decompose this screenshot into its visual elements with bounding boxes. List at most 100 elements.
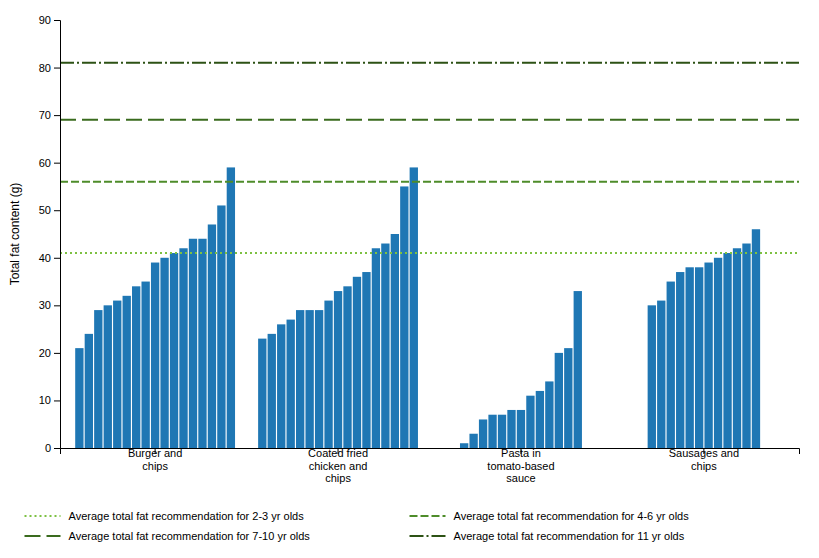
bar <box>198 239 206 448</box>
reference-line <box>60 252 799 254</box>
tick-label: 10 <box>39 394 51 406</box>
bar <box>141 282 149 448</box>
tick-label: Sausages andchips <box>669 447 739 472</box>
tick-label-line: chicken and <box>309 460 368 472</box>
tick-label: Burger andchips <box>128 447 182 472</box>
x-axis: Burger andchipsCoated friedchicken andch… <box>61 447 800 484</box>
tick-label: 0 <box>45 442 51 454</box>
bar <box>469 434 477 448</box>
bar-group <box>258 167 418 448</box>
bar <box>324 301 332 448</box>
bar <box>75 348 83 448</box>
tick-label: Pasta intomato-basedsauce <box>487 447 554 484</box>
bar <box>545 381 553 448</box>
bar <box>287 320 295 448</box>
tick-mark <box>54 210 60 211</box>
legend: Average total fat recommendation for 2-3… <box>25 510 690 542</box>
bar <box>268 334 276 448</box>
bar <box>695 267 703 448</box>
bar <box>208 224 216 448</box>
tick-mark <box>54 163 60 164</box>
tick-label-line: tomato-based <box>487 460 554 472</box>
bar <box>372 248 380 448</box>
tick: 10 <box>39 394 60 406</box>
reference-line <box>60 181 799 183</box>
bar <box>686 267 694 448</box>
tick-label-line: chips <box>142 460 168 472</box>
legend-swatch <box>25 535 61 537</box>
tick-label: 40 <box>39 252 51 264</box>
tick-label-line: Sausages and <box>669 447 739 459</box>
tick-label: 20 <box>39 347 51 359</box>
bar <box>752 229 760 448</box>
bar <box>555 353 563 448</box>
tick-mark <box>54 400 60 401</box>
chart: 0102030405060708090Burger andchipsCoated… <box>0 0 819 558</box>
bar <box>488 415 496 448</box>
tick-label-line: Coated fried <box>308 447 368 459</box>
bar <box>564 348 572 448</box>
tick: Sausages andchips <box>669 447 739 472</box>
plot-area: 0102030405060708090Burger andchipsCoated… <box>39 14 800 484</box>
legend-item: Average total fat recommendation for 7-1… <box>25 530 311 542</box>
bar <box>217 205 225 448</box>
bar <box>353 277 361 448</box>
bar-group <box>648 229 760 448</box>
tick-mark <box>54 115 60 116</box>
bar <box>179 248 187 448</box>
tick: 70 <box>39 109 60 121</box>
bar <box>479 419 487 448</box>
tick-label: 70 <box>39 109 51 121</box>
bar <box>648 305 656 448</box>
tick-label-line: Pasta in <box>501 447 541 459</box>
legend-swatch <box>410 535 446 537</box>
legend-item: Average total fat recommendation for 11 … <box>410 530 685 542</box>
legend-label: Average total fat recommendation for 11 … <box>454 530 685 542</box>
bar <box>742 244 750 448</box>
legend-label: Average total fat recommendation for 2-3… <box>69 510 305 522</box>
bar <box>723 253 731 448</box>
bar <box>574 291 582 448</box>
tick: Coated friedchicken andchips <box>308 447 368 484</box>
tick-label-line: Burger and <box>128 447 182 459</box>
tick: 40 <box>39 252 60 264</box>
tick: 80 <box>39 62 60 74</box>
tick: 50 <box>39 204 60 216</box>
bar <box>400 186 408 448</box>
tick-label: 80 <box>39 62 51 74</box>
axis-line <box>54 21 61 449</box>
bar <box>296 310 304 448</box>
bar <box>132 286 140 448</box>
bar <box>160 258 168 448</box>
bar-group <box>460 291 582 448</box>
tick: 30 <box>39 299 60 311</box>
bar <box>676 272 684 448</box>
bar <box>189 239 197 448</box>
bar <box>733 248 741 448</box>
y-axis-title: Total fat content (g) <box>8 183 22 286</box>
tick-label: 50 <box>39 204 51 216</box>
bar <box>714 258 722 448</box>
bar <box>258 339 266 448</box>
bar <box>657 301 665 448</box>
bar <box>85 334 93 448</box>
bar <box>123 296 131 448</box>
bar <box>460 443 468 448</box>
bar <box>381 244 389 448</box>
bar <box>104 305 112 448</box>
legend-label: Average total fat recommendation for 4-6… <box>454 510 690 522</box>
tick: Pasta intomato-basedsauce <box>487 447 554 484</box>
bar <box>343 286 351 448</box>
tick-mark <box>54 353 60 354</box>
bar <box>227 167 235 448</box>
reference-line <box>60 119 799 121</box>
tick-label-line: sauce <box>506 472 535 484</box>
bar <box>113 301 121 448</box>
bar <box>334 291 342 448</box>
tick-label: 90 <box>39 14 51 26</box>
tick-label: 30 <box>39 299 51 311</box>
tick: 20 <box>39 347 60 359</box>
bar <box>315 310 323 448</box>
bar <box>517 410 525 448</box>
tick-mark <box>54 305 60 306</box>
